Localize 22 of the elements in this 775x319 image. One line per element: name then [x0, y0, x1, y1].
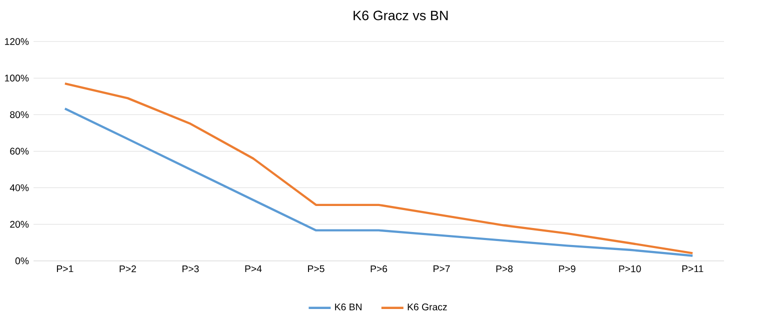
x-tick-label: P>4: [245, 265, 262, 272]
legend-label: K6 BN: [335, 304, 362, 310]
x-tick-label: P>3: [182, 265, 199, 272]
y-tick-label: 80%: [10, 111, 29, 118]
x-tick-label: P>11: [682, 265, 704, 272]
y-tick-label: 100%: [5, 74, 29, 82]
x-tick-label: P>8: [496, 265, 513, 272]
line-series: [64, 82, 694, 254]
legend-label: K6 Gracz: [408, 304, 447, 310]
chart-title: K6 Gracz vs BN: [354, 10, 448, 20]
x-tick-label: P>2: [120, 265, 136, 272]
y-tick-label: 60%: [10, 148, 29, 155]
x-tick-label: P>5: [308, 265, 324, 272]
x-tick-label: P>10: [619, 265, 641, 272]
y-tick-label: 40%: [10, 184, 29, 192]
y-tick-label: 0%: [15, 258, 29, 264]
x-tick-label: P>1: [56, 265, 74, 272]
x-tick-label: P>9: [559, 265, 576, 272]
y-tick-label: 20%: [10, 220, 29, 228]
x-tick-label: P>6: [370, 265, 388, 272]
x-tick-label: P>7: [434, 265, 450, 272]
y-tick-label: 120%: [5, 38, 29, 46]
